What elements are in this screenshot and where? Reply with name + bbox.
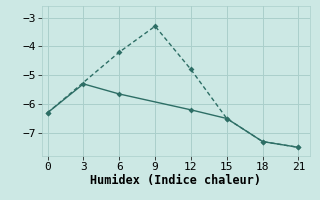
- X-axis label: Humidex (Indice chaleur): Humidex (Indice chaleur): [91, 174, 261, 187]
